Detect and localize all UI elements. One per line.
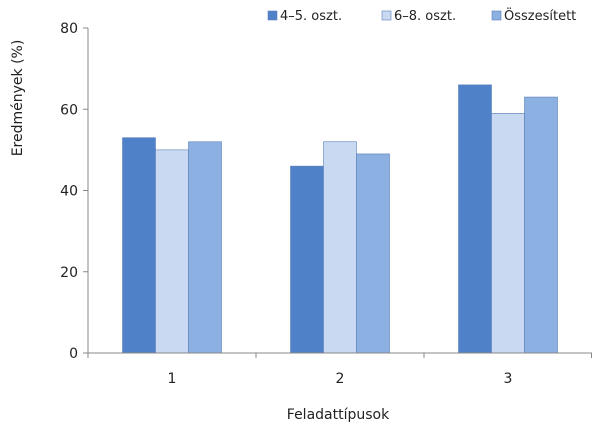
bar-series3-cat3 <box>524 96 558 354</box>
bar-series1-cat1 <box>122 137 156 354</box>
x-tick-label: 3 <box>504 371 513 387</box>
x-tick-label: 2 <box>336 371 345 387</box>
y-axis-title: Eredmények (%) <box>10 40 26 157</box>
legend-label: 6–8. oszt. <box>394 9 456 24</box>
bar-series1-cat2 <box>290 165 324 354</box>
legend-swatch <box>267 10 278 21</box>
bar-series2-cat3 <box>491 113 525 354</box>
bar-series3-cat2 <box>356 153 390 354</box>
x-ticks-group: 1 2 3 <box>87 353 592 387</box>
y-tick-label: 80 <box>60 21 78 37</box>
legend: 4–5. oszt. 6–8. oszt. Összesített <box>267 7 576 24</box>
legend-swatch <box>491 10 502 21</box>
y-tick-label: 60 <box>60 102 78 118</box>
y-tick-label: 20 <box>60 265 78 281</box>
y-tick-label: 40 <box>60 184 78 200</box>
bar-series3-cat1 <box>188 141 222 354</box>
bars-group <box>122 84 558 354</box>
y-tick-label: 0 <box>69 346 78 362</box>
bar-series2-cat2 <box>323 141 357 354</box>
legend-label: Összesített <box>504 7 576 24</box>
x-axis-title: Feladattípusok <box>287 407 390 423</box>
legend-swatch <box>381 10 392 21</box>
bar-series2-cat1 <box>155 149 189 354</box>
x-tick-label: 1 <box>168 371 177 387</box>
y-ticks-group: 0 20 40 60 80 <box>60 21 88 362</box>
legend-label: 4–5. oszt. <box>280 9 342 24</box>
bar-series1-cat3 <box>458 84 492 354</box>
